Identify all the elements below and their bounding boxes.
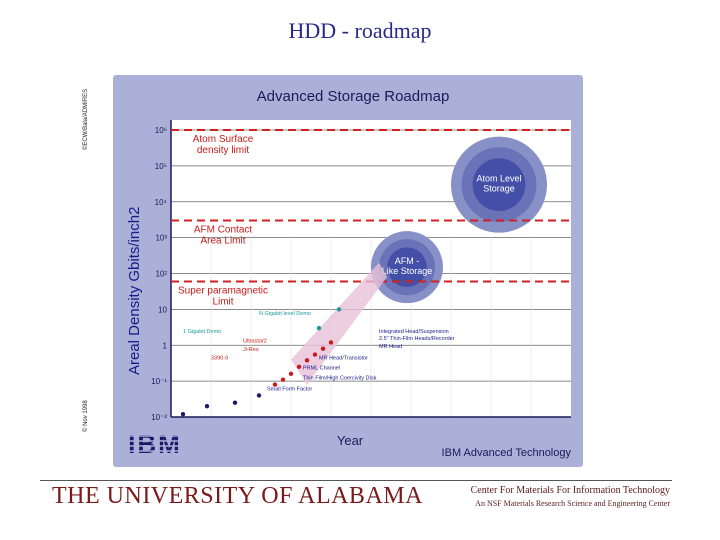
data-point xyxy=(328,340,334,345)
data-point xyxy=(280,377,286,382)
bubble-label: AFM - xyxy=(395,256,420,266)
limit-label: Limit xyxy=(212,296,233,307)
limit-label: Super paramagnetic xyxy=(178,285,268,296)
y-tick-label: 10⁻¹ xyxy=(151,377,167,386)
annotation-label: N Gigabit level Demo xyxy=(259,311,311,317)
footer-rule xyxy=(40,480,672,481)
y-axis-label: Areal Density Gbits/inch2 xyxy=(126,207,143,375)
slide-title: HDD - roadmap xyxy=(288,18,432,43)
data-point xyxy=(272,382,278,387)
chart-title: Advanced Storage Roadmap xyxy=(257,88,450,105)
y-tick-label: 10⁴ xyxy=(155,198,168,207)
bubble-label: Atom Level xyxy=(476,174,521,184)
data-point xyxy=(304,358,310,363)
annotation-label: Integrated Head/Suspension xyxy=(379,329,449,335)
y-tick-label: 10⁶ xyxy=(155,126,167,135)
y-tick-label: 1 xyxy=(163,341,168,350)
annotation-label: 3390-9 xyxy=(211,356,228,362)
x-axis-label: Year xyxy=(337,433,364,448)
annotation-label: Ultrastar2 xyxy=(243,338,267,344)
data-point xyxy=(296,364,302,370)
copyright-left: ©ECW/Bala/ADMIRES xyxy=(83,88,89,150)
annotation-label: MR Head/Transistor xyxy=(319,356,368,362)
data-point xyxy=(336,307,342,312)
limit-label: density limit xyxy=(197,145,249,156)
ibm-logo-text: IBM xyxy=(128,429,182,459)
bubble-label: Storage xyxy=(483,184,515,194)
annotation-label: MR Head xyxy=(379,344,402,350)
data-point xyxy=(312,352,318,357)
center-subtitle: An NSF Materials Research Science and En… xyxy=(475,499,670,508)
data-point xyxy=(320,346,326,351)
data-point xyxy=(288,371,294,377)
ibm-footer-label: IBM Advanced Technology xyxy=(442,447,572,459)
roadmap-chart: 10⁶ 10⁵ 10⁴ 10³ 10² 10 1 10⁻¹ 10⁻² Atom LevelStor… xyxy=(125,88,572,460)
annotation-label: PRML Channel xyxy=(303,366,340,372)
ibm-logo: IBM xyxy=(125,428,185,460)
data-point xyxy=(256,393,262,398)
limit-label: Atom Surface xyxy=(193,134,254,145)
y-tick-label: 10³ xyxy=(155,234,167,243)
limit-label: Area Limit xyxy=(200,236,245,247)
annotation-label: Ji-Res xyxy=(243,347,259,353)
bubble-inner xyxy=(472,158,526,212)
university-name: THE UNIVERSITY OF ALABAMA xyxy=(52,483,423,509)
data-point xyxy=(316,325,322,331)
data-point xyxy=(204,404,210,409)
annotation-label: 2.5" Thin-Film Heads/Recorder xyxy=(379,336,455,342)
y-tick-label: 10⁵ xyxy=(155,162,167,171)
bubble-label: Like Storage xyxy=(382,266,433,276)
copyright-bottom: © Nov 1998 xyxy=(83,400,89,432)
center-name: Center For Materials For Information Tec… xyxy=(470,485,670,496)
y-tick-label: 10 xyxy=(158,305,167,314)
annotation-label: Thin Film/High Coercivity Disk xyxy=(303,376,377,382)
y-tick-label: 10² xyxy=(155,270,167,279)
data-point xyxy=(232,400,238,405)
annotation-label: Small Form Factor xyxy=(267,386,312,392)
annotation-label: 1 Gigabit Demo xyxy=(183,329,221,335)
bubble-inner xyxy=(387,247,427,287)
y-tick-label: 10⁻² xyxy=(151,413,167,422)
limit-label: AFM Contact xyxy=(194,225,253,236)
data-point xyxy=(180,411,186,417)
